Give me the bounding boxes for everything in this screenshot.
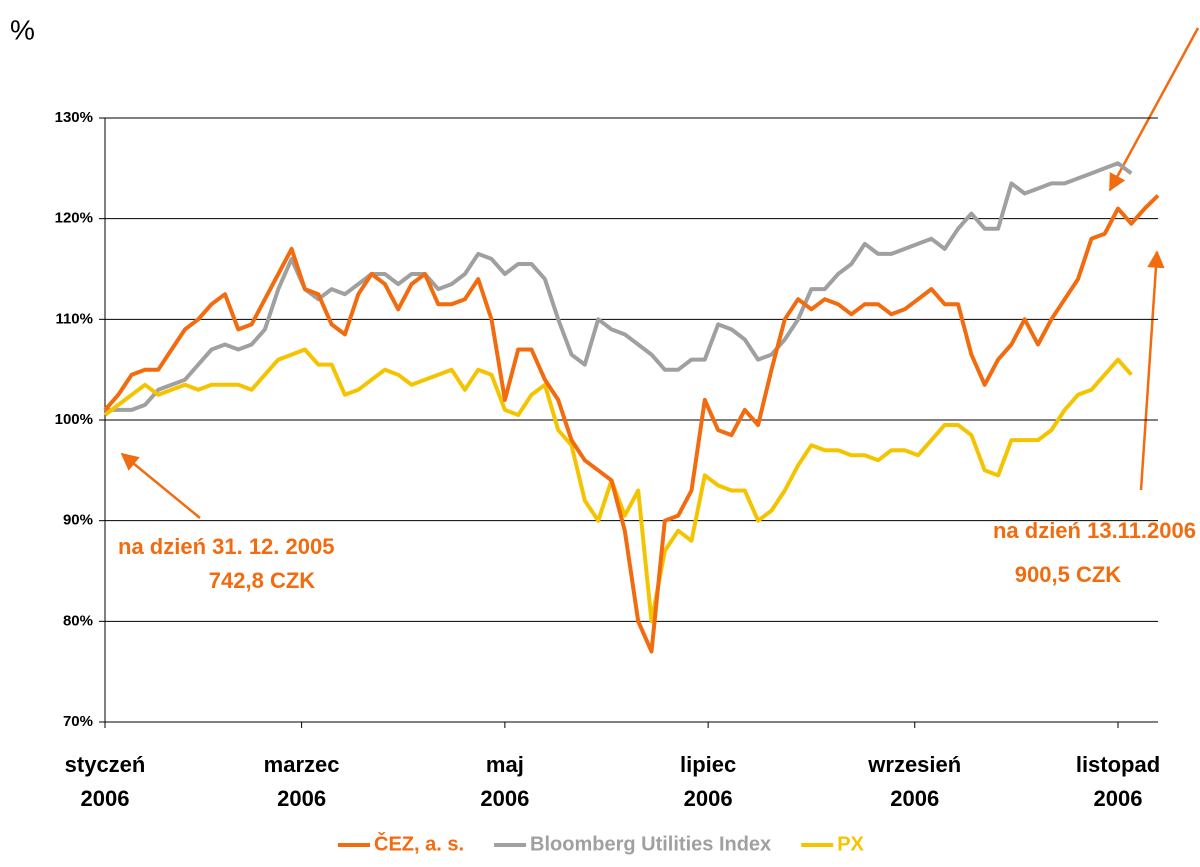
y-tick-label: 100% [55,411,93,428]
x-tick-label: lipiec 2006 [680,752,736,811]
series-line [103,194,1160,654]
x-tick-label: wrzesień 2006 [867,752,961,811]
legend-label: ČEZ, a. s. [374,831,464,855]
y-tick-label: 130% [55,109,93,126]
annotation: na dzień 31. 12. 2005 [118,534,334,559]
x-tick-label: marzec 2006 [264,752,340,811]
series-line [105,161,1133,412]
x-tick-label: styczeń 2006 [65,752,146,811]
x-tick-label: listopad 2006 [1076,752,1160,811]
y-tick-label: 70% [63,713,93,730]
y-unit-label: % [10,14,35,45]
y-tick-label: 80% [63,612,93,629]
annotation-arrow [1139,250,1165,491]
legend-label: PX [837,833,864,855]
annotation-arrow [1108,27,1200,192]
y-tick-label: 110% [55,310,93,327]
annotation: 900,5 CZK [1015,562,1121,587]
legend-label: Bloomberg Utilities Index [530,833,771,855]
annotation: 742,8 CZK [209,568,315,593]
x-tick-label: maj 2006 [480,752,529,811]
annotation-arrow [120,452,201,519]
y-tick-label: 90% [63,512,93,529]
y-tick-label: 120% [55,210,93,227]
annotation: na dzień 13.11.2006 [993,518,1196,543]
